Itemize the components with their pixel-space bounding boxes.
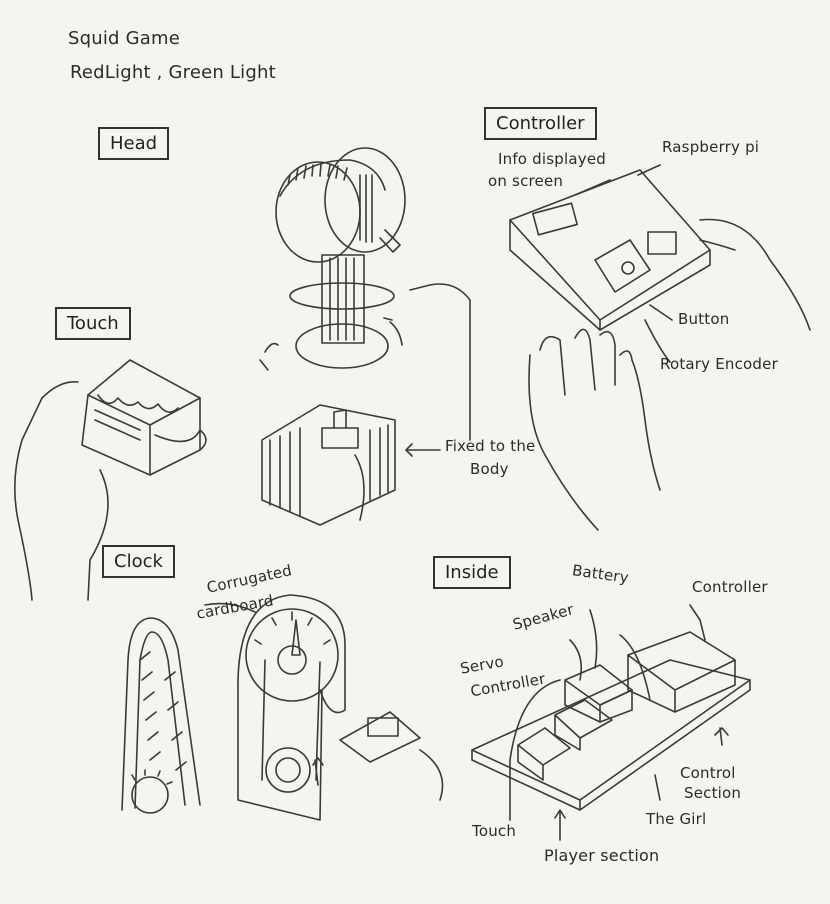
annotation-fixed-to-the: Fixed to the	[445, 437, 536, 455]
head-drawing	[260, 148, 405, 370]
annotation-player-section: Player section	[544, 846, 660, 865]
section-label-controller: Controller	[484, 107, 597, 140]
annotation-info-displayed: Info displayed	[498, 150, 606, 168]
header-title: Squid Game	[68, 28, 180, 49]
annotation-button: Button	[678, 310, 730, 328]
clock-drawing	[122, 595, 443, 820]
section-label-touch: Touch	[55, 307, 131, 340]
header-subtitle: RedLight , Green Light	[70, 62, 276, 83]
annotation-section: Section	[684, 784, 742, 802]
annotation-raspberry-pi: Raspberry pi	[662, 138, 760, 156]
annotation-control: Control	[680, 764, 736, 782]
section-label-head: Head	[98, 127, 170, 160]
annotation-body: Body	[470, 460, 509, 478]
annotation-touch-part: Touch	[472, 822, 517, 840]
touch-drawing	[15, 360, 206, 600]
annotation-controller-part: Controller	[692, 578, 768, 596]
annotation-rotary-encoder: Rotary Encoder	[660, 355, 778, 373]
controller-drawing	[510, 165, 810, 530]
section-label-clock: Clock	[102, 545, 175, 578]
annotation-the-girl: The Girl	[646, 810, 707, 828]
inside-drawing	[472, 605, 750, 840]
section-label-inside: Inside	[433, 556, 511, 589]
annotation-on-screen: on screen	[488, 172, 564, 190]
servo-bracket-drawing	[262, 284, 470, 525]
